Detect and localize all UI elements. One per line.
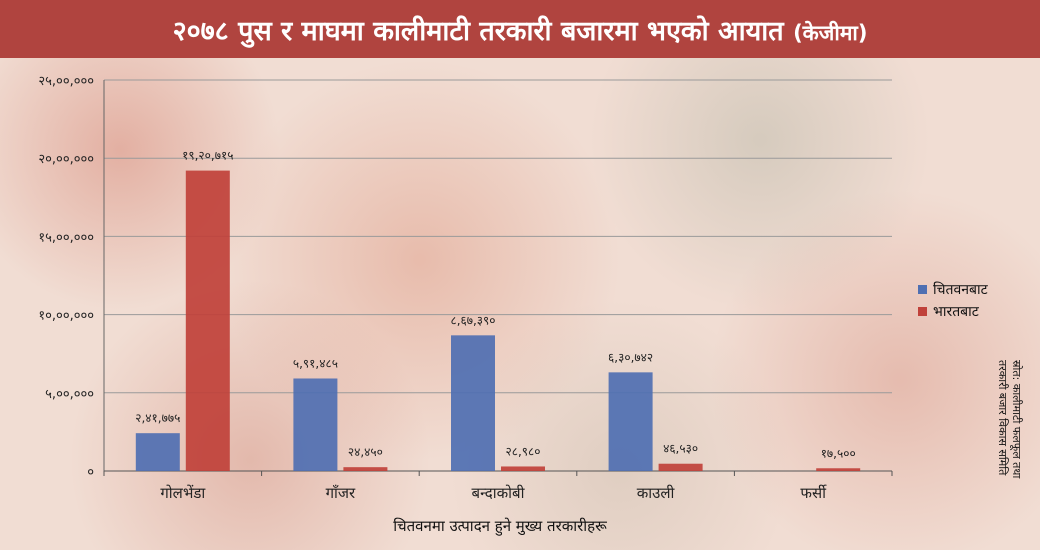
data-label: ४६,५३० (663, 442, 698, 456)
bar-india (185, 170, 230, 472)
bar-india (816, 468, 861, 471)
x-tick-label: गोलभेंडा (160, 484, 206, 502)
bar-chart: ० ५,००,००० १०,००,००० १५,००,००० २०,००,००० २५,०… (38, 74, 893, 502)
data-label: १९,२०,७१५ (182, 149, 233, 163)
legend-item-india: भारतबाट (918, 300, 988, 322)
y-tick-label: २५,००,००० (38, 74, 94, 89)
y-tick-label: २०,००,००० (38, 152, 94, 167)
bar-chitwan (293, 378, 338, 471)
x-axis-label: चितवनमा उत्पादन हुने मुख्य तरकारीहरू (393, 517, 607, 535)
chart-title-text: २०७८ पुस र माघमा कालीमाटी तरकारी बजारमा … (172, 15, 784, 47)
y-tick-label: ० (87, 465, 94, 480)
title-banner: २०७८ पुस र माघमा कालीमाटी तरकारी बजारमा … (0, 0, 1040, 58)
data-label: २८,९८० (505, 444, 540, 458)
bar-india (343, 467, 388, 471)
bar-india (658, 463, 703, 471)
data-label: २४,४५० (348, 445, 383, 459)
data-label: २,४१,७७५ (135, 411, 180, 425)
legend-label-chitwan: चितवनबाट (933, 281, 988, 298)
y-tick-label: ५,००,००० (45, 387, 94, 402)
legend-swatch-india (918, 306, 927, 316)
source-note: स्रोत: कालीमाटी फलफूल तथा तरकारी बजार वि… (995, 360, 1023, 478)
data-label: ८,६७,३९० (450, 313, 495, 327)
chart-title: २०७८ पुस र माघमा कालीमाटी तरकारी बजारमा … (173, 11, 868, 48)
bar-chitwan (135, 433, 180, 471)
legend: चितवनबाट भारतबाट (918, 278, 988, 322)
x-tick-label: काउली (637, 484, 676, 502)
x-tick-label: बन्दाकोबी (472, 484, 526, 502)
y-tick-label: १०,००,००० (38, 309, 94, 324)
source-line-1: स्रोत: कालीमाटी फलफूल तथा (1010, 360, 1023, 479)
data-label: ६,३०,७४२ (608, 350, 653, 364)
legend-swatch-chitwan (918, 284, 927, 294)
source-line-2: तरकारी बजार विकास समिति (996, 360, 1009, 476)
bar-india (501, 466, 545, 471)
chart-title-unit: (केजीमा) (793, 20, 868, 45)
bar-chitwan (451, 335, 495, 471)
data-label: १७,५०० (821, 446, 856, 460)
y-tick-label: १५,००,००० (38, 230, 94, 245)
bar-chitwan (608, 372, 653, 471)
legend-label-india: भारतबाट (933, 303, 979, 320)
data-label: ५,९१,४८५ (293, 356, 338, 370)
x-tick-label: गाँजर (326, 484, 356, 502)
x-tick-label: फर्सी (800, 484, 827, 502)
legend-item-chitwan: चितवनबाट (918, 278, 988, 300)
